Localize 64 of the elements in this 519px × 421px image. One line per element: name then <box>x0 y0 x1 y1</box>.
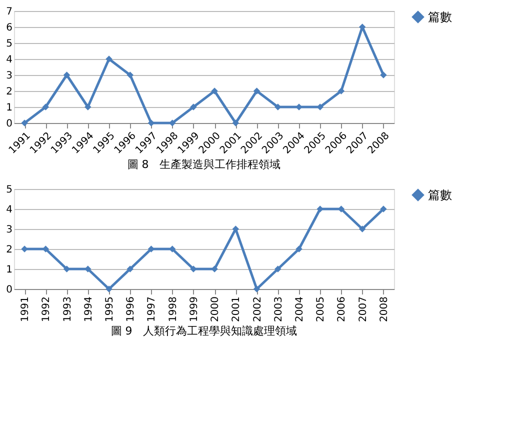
point <box>211 266 218 272</box>
caption: 圖 9 人類行為工程學與知識處理領域 <box>110 324 298 338</box>
point <box>190 104 197 110</box>
x-tick-label: 2001 <box>231 296 242 322</box>
point <box>253 286 260 292</box>
x-tick-label: 2005 <box>316 296 327 322</box>
x-tick-label: 2003 <box>273 296 284 322</box>
x-tick-label: 1992 <box>41 296 52 322</box>
x-tick-label: 1994 <box>83 296 94 322</box>
point <box>126 72 134 78</box>
x-tick-label: 2007 <box>358 296 369 322</box>
point <box>274 104 282 110</box>
x-tick-label: 2006 <box>336 296 348 322</box>
y-tick-label: 6 <box>6 22 12 34</box>
point <box>106 56 112 62</box>
point <box>63 72 70 78</box>
point <box>253 88 260 94</box>
point <box>211 88 218 94</box>
y-tick-label: 7 <box>6 6 12 18</box>
y-tick-label: 5 <box>6 38 12 50</box>
x-tick-label: 1993 <box>62 296 74 322</box>
point <box>84 266 92 272</box>
point <box>296 104 302 110</box>
point <box>42 246 50 252</box>
point <box>190 266 197 272</box>
x-tick-label: 1996 <box>126 296 137 322</box>
y-tick-label: 2 <box>6 244 12 256</box>
x-tick-label: 2002 <box>252 296 264 322</box>
x-tick-label: 1999 <box>188 296 200 322</box>
y-tick-label: 1 <box>6 102 12 114</box>
point <box>380 72 387 78</box>
y-tick-label: 0 <box>6 118 12 130</box>
y-tick-label: 4 <box>6 54 12 66</box>
point <box>358 226 366 232</box>
y-tick-label: 3 <box>6 70 12 82</box>
point <box>380 206 387 212</box>
point <box>84 104 92 110</box>
caption: 圖 8 生產製造與工作排程領域 <box>127 158 281 172</box>
point <box>42 104 50 110</box>
point <box>316 206 324 212</box>
x-tick-label: 1995 <box>104 296 116 322</box>
y-tick-label: 3 <box>6 224 12 236</box>
legend-label: 篇數 <box>428 188 452 202</box>
point <box>316 104 324 110</box>
y-tick-label: 0 <box>6 284 12 296</box>
point <box>106 286 112 292</box>
x-tick-label: 1991 <box>20 296 32 322</box>
point <box>296 246 302 252</box>
legend-label: 篇數 <box>428 10 452 24</box>
x-tick-label: 2004 <box>294 296 306 322</box>
y-tick-label: 1 <box>6 264 12 276</box>
point <box>126 266 134 272</box>
y-tick-label: 5 <box>6 184 12 196</box>
point <box>232 120 240 126</box>
x-tick-label: 1997 <box>146 296 158 322</box>
x-tick-label: 1998 <box>168 296 179 322</box>
x-tick-label: 2000 <box>210 296 222 322</box>
x-tick-label: 2008 <box>378 296 390 322</box>
point <box>274 266 282 272</box>
y-tick-label: 2 <box>6 86 12 98</box>
point <box>338 88 345 94</box>
point <box>21 120 28 126</box>
point <box>21 246 28 252</box>
y-tick-label: 4 <box>6 204 12 216</box>
